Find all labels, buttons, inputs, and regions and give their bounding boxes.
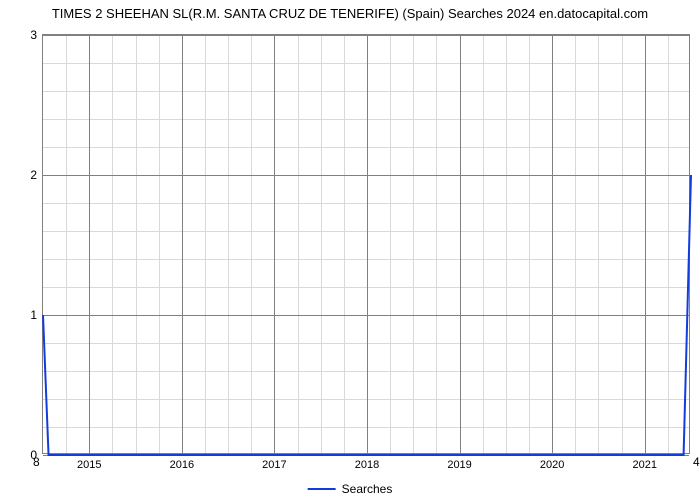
legend: Searches xyxy=(308,482,393,496)
legend-label: Searches xyxy=(342,482,393,496)
plot-area: 2015201620172018201920202021012384 xyxy=(42,34,690,454)
chart-container: 2015201620172018201920202021012384 xyxy=(42,34,690,454)
corner-label-bottom-right: 4 xyxy=(693,455,700,469)
legend-swatch xyxy=(308,488,336,490)
line-series-searches xyxy=(43,35,691,455)
series-polyline xyxy=(43,175,691,455)
corner-label-bottom-left: 8 xyxy=(33,455,40,469)
y-tick-label: 3 xyxy=(30,28,43,42)
chart-title: TIMES 2 SHEEHAN SL(R.M. SANTA CRUZ DE TE… xyxy=(0,0,700,21)
y-tick-label: 2 xyxy=(30,168,43,182)
y-tick-label: 1 xyxy=(30,308,43,322)
